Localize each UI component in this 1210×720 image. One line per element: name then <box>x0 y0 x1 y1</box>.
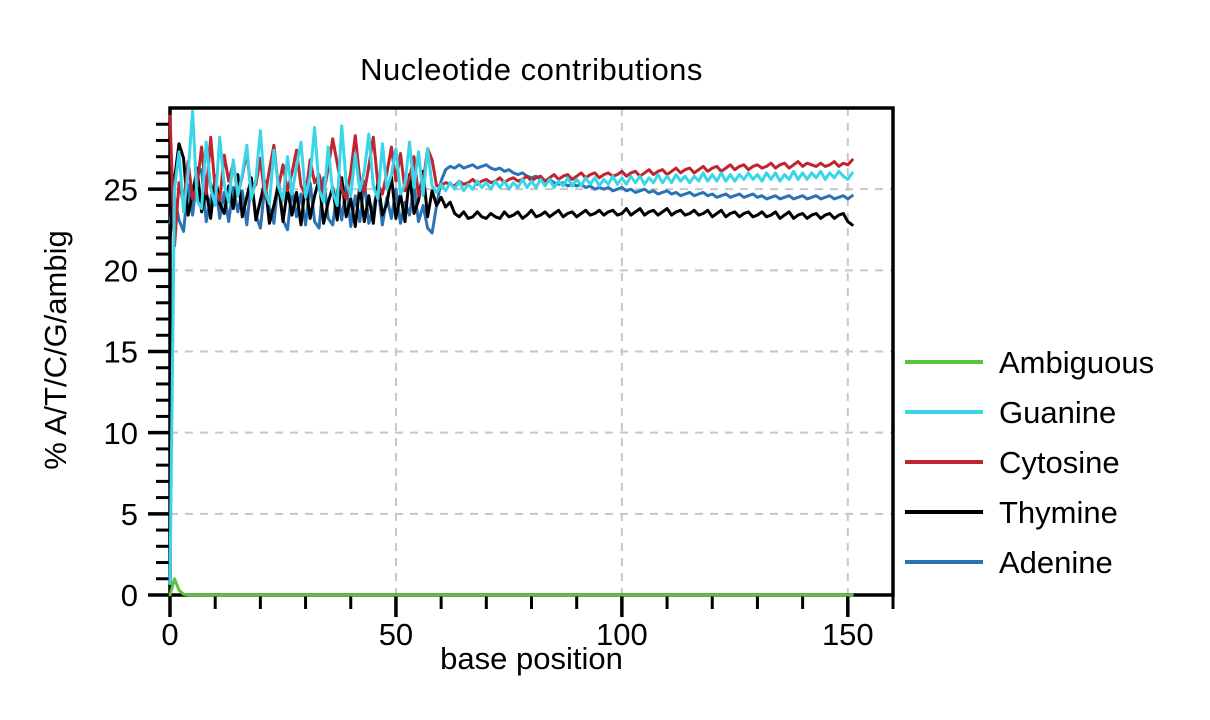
y-tick-label: 25 <box>104 172 138 207</box>
series-line-guanine <box>168 109 854 586</box>
legend-item-guanine: Guanine <box>905 387 1154 437</box>
y-tick-label: 0 <box>121 578 138 613</box>
legend-swatch-cytosine <box>905 460 983 464</box>
chart-title: Nucleotide contributions <box>360 52 703 87</box>
legend-swatch-adenine <box>905 560 983 564</box>
series-line-cytosine <box>168 114 854 248</box>
legend: Ambiguous Guanine Cytosine Thymine Adeni… <box>905 337 1154 587</box>
y-axis-label: % A/T/C/G/ambig <box>38 230 73 470</box>
legend-label-adenine: Adenine <box>999 544 1113 580</box>
y-tick-label: 15 <box>104 335 138 370</box>
x-tick-label: 100 <box>596 617 648 652</box>
y-tick-label: 20 <box>104 253 138 288</box>
x-tick-label: 50 <box>379 617 413 652</box>
legend-item-adenine: Adenine <box>905 537 1154 587</box>
legend-swatch-ambiguous <box>905 360 983 364</box>
legend-item-cytosine: Cytosine <box>905 437 1154 487</box>
legend-swatch-thymine <box>905 510 983 514</box>
series-line-thymine <box>168 142 854 241</box>
x-axis-label: base position <box>440 641 623 676</box>
series-line-ambiguous <box>168 577 854 597</box>
legend-label-cytosine: Cytosine <box>999 444 1120 480</box>
legend-label-thymine: Thymine <box>999 494 1118 530</box>
legend-swatch-guanine <box>905 410 983 414</box>
legend-item-ambiguous: Ambiguous <box>905 337 1154 387</box>
legend-label-ambiguous: Ambiguous <box>999 344 1155 380</box>
legend-label-guanine: Guanine <box>999 394 1117 430</box>
y-tick-label: 5 <box>121 497 138 532</box>
y-tick-label: 10 <box>104 416 138 451</box>
x-tick-label: 150 <box>822 617 874 652</box>
legend-item-thymine: Thymine <box>905 487 1154 537</box>
x-tick-label: 0 <box>161 617 178 652</box>
